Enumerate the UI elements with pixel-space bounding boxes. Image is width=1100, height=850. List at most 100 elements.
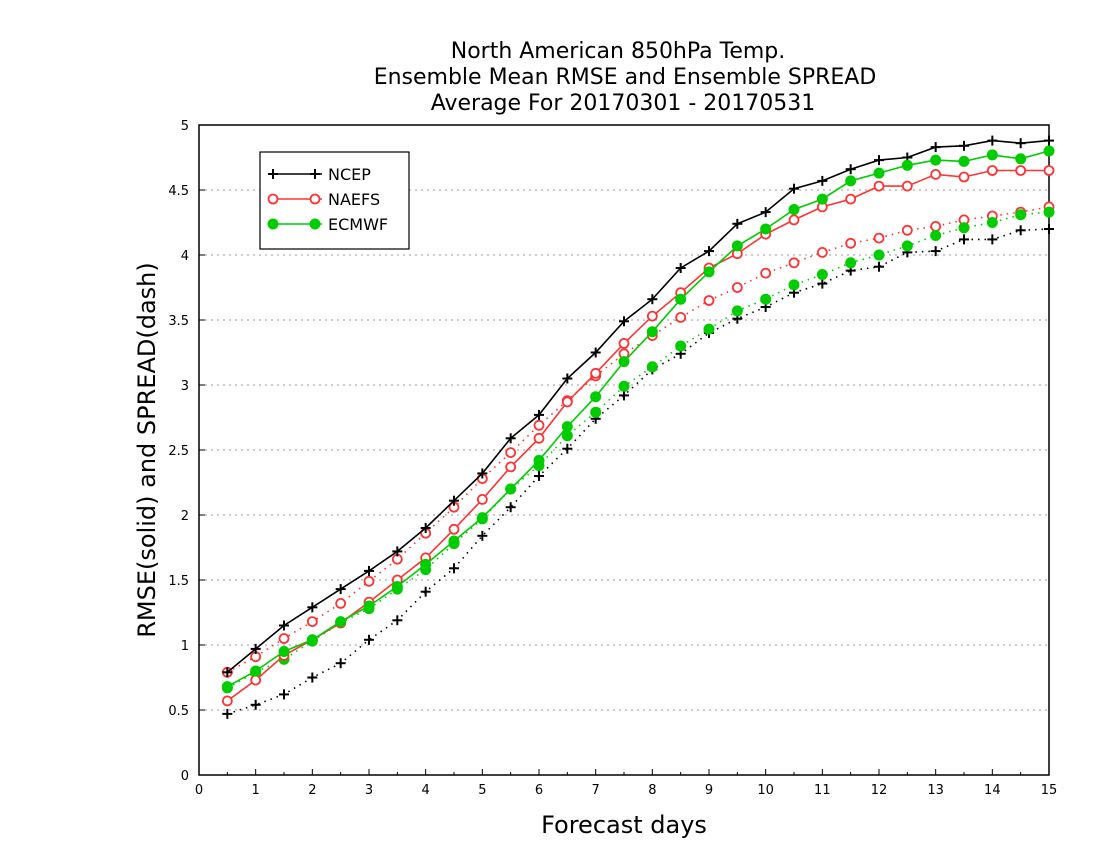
data-point-naefs-rmse — [448, 523, 460, 535]
data-point-ecmwf-spread — [731, 305, 743, 317]
data-point-ncep-rmse — [619, 316, 629, 327]
series-ncep-rmse — [222, 135, 1054, 678]
data-point-ncep-rmse — [222, 667, 233, 678]
data-point-ncep-spread — [817, 278, 828, 289]
legend-marker — [268, 169, 278, 179]
data-point-ncep-rmse — [732, 218, 743, 229]
data-point-naefs-spread — [901, 224, 913, 236]
data-point-ncep-rmse — [959, 140, 969, 151]
data-point-naefs-rmse — [590, 367, 602, 379]
data-point-naefs-spread — [873, 232, 885, 244]
legend-item-ncep: NCEP — [268, 165, 371, 184]
y-tick-label: 5 — [181, 119, 189, 134]
chart-title-line-1: North American 850hPa Temp. — [451, 39, 786, 64]
x-tick-label: 12 — [871, 783, 888, 798]
data-point-ncep-spread — [307, 672, 318, 683]
legend-marker — [309, 218, 321, 230]
axes: 0 1 2 3 4 5 6 7 8 9 10 11 12 13 14 1500.511.522.533.544… — [168, 119, 1057, 798]
y-tick-label: 4 — [181, 249, 189, 264]
data-point-ncep-rmse — [505, 433, 516, 444]
data-point-ncep-spread — [279, 689, 289, 700]
x-tick-label: 4 — [422, 783, 430, 798]
chart-title-line-3: Average For 20170301 - 20170531 — [431, 91, 816, 116]
x-tick-label: 5 — [478, 783, 486, 798]
x-tick-label: 9 — [705, 783, 713, 798]
data-point-naefs-spread — [703, 295, 715, 306]
data-point-ecmwf-rmse — [731, 240, 743, 252]
legend-item-naefs: NAEFS — [267, 190, 380, 209]
data-point-ncep-rmse — [817, 175, 828, 186]
data-point-naefs-rmse — [618, 337, 630, 349]
data-point-ncep-rmse — [335, 584, 346, 595]
data-point-ecmwf-spread — [845, 257, 857, 269]
data-point-ecmwf-rmse — [845, 175, 857, 187]
legend: NCEP NAEFS ECMWF — [259, 151, 410, 250]
data-point-ecmwf-rmse — [476, 512, 488, 524]
data-point-ncep-spread — [335, 658, 346, 669]
data-point-ecmwf-rmse — [930, 154, 942, 166]
data-point-ncep-rmse — [364, 565, 374, 576]
data-point-ecmwf-rmse — [590, 391, 602, 403]
data-point-naefs-rmse — [845, 193, 857, 205]
data-point-ecmwf-spread — [901, 240, 913, 252]
data-point-naefs-rmse — [250, 674, 262, 686]
data-point-ecmwf-rmse — [306, 634, 318, 646]
x-tick-label: 15 — [1041, 783, 1058, 798]
data-point-ncep-rmse — [392, 546, 403, 557]
data-point-ncep-spread — [1015, 225, 1026, 236]
x-tick-label: 0 — [195, 783, 203, 798]
data-point-ecmwf-spread — [646, 361, 658, 373]
data-point-ecmwf-rmse — [1043, 145, 1055, 157]
legend-marker — [267, 218, 279, 230]
data-point-naefs-spread — [335, 598, 347, 609]
legend-marker — [309, 193, 321, 205]
data-point-naefs-rmse — [561, 396, 573, 408]
data-point-naefs-spread — [306, 616, 318, 627]
data-point-ncep-spread — [1044, 224, 1054, 234]
data-point-ecmwf-rmse — [250, 665, 262, 677]
data-point-naefs-spread — [760, 267, 772, 279]
data-point-naefs-spread — [533, 419, 545, 431]
data-point-ncep-rmse — [590, 347, 601, 358]
y-tick-label: 2.5 — [168, 444, 189, 459]
data-point-ecmwf-rmse — [221, 681, 233, 693]
data-point-ncep-rmse — [1044, 135, 1054, 146]
data-point-ncep-rmse — [250, 643, 261, 654]
data-point-ncep-rmse — [987, 135, 998, 146]
data-point-ecmwf-rmse — [505, 483, 517, 495]
x-tick-label: 11 — [814, 783, 831, 798]
data-point-ncep-rmse — [675, 263, 686, 273]
data-point-ecmwf-spread — [873, 249, 885, 261]
data-point-naefs-rmse — [221, 695, 233, 707]
data-point-ecmwf-spread — [1043, 206, 1055, 218]
data-point-naefs-spread — [278, 633, 290, 644]
data-point-naefs-spread — [363, 575, 375, 587]
data-point-ncep-spread — [959, 234, 969, 245]
data-point-naefs-spread — [930, 220, 942, 232]
data-point-ncep-spread — [364, 634, 374, 645]
series-line-ncep-spread — [227, 228, 1050, 715]
series-naefs-spread — [221, 201, 1055, 678]
data-point-ecmwf-spread — [590, 406, 602, 418]
y-tick-label: 4.5 — [168, 184, 189, 199]
y-axis-label: RMSE(solid) and SPREAD(dash) — [133, 262, 161, 638]
series-layer — [221, 135, 1055, 719]
data-point-ncep-rmse — [845, 164, 856, 175]
data-point-ecmwf-spread — [618, 380, 630, 392]
data-point-ncep-rmse — [562, 373, 573, 384]
y-tick-label: 3 — [181, 379, 189, 394]
data-point-ecmwf-rmse — [816, 193, 828, 205]
data-point-ecmwf-rmse — [873, 167, 885, 179]
data-point-ecmwf-rmse — [391, 581, 403, 592]
data-point-naefs-rmse — [505, 461, 517, 473]
data-point-ncep-rmse — [760, 207, 771, 218]
data-point-naefs-rmse — [646, 310, 658, 322]
series-line-naefs-rmse — [226, 169, 1049, 702]
data-point-ncep-rmse — [534, 409, 544, 420]
legend-marker — [267, 193, 279, 205]
data-point-ncep-rmse — [307, 602, 318, 613]
data-point-naefs-spread — [505, 447, 517, 459]
data-point-ecmwf-rmse — [646, 326, 658, 338]
series-ecmwf-rmse — [221, 145, 1055, 693]
